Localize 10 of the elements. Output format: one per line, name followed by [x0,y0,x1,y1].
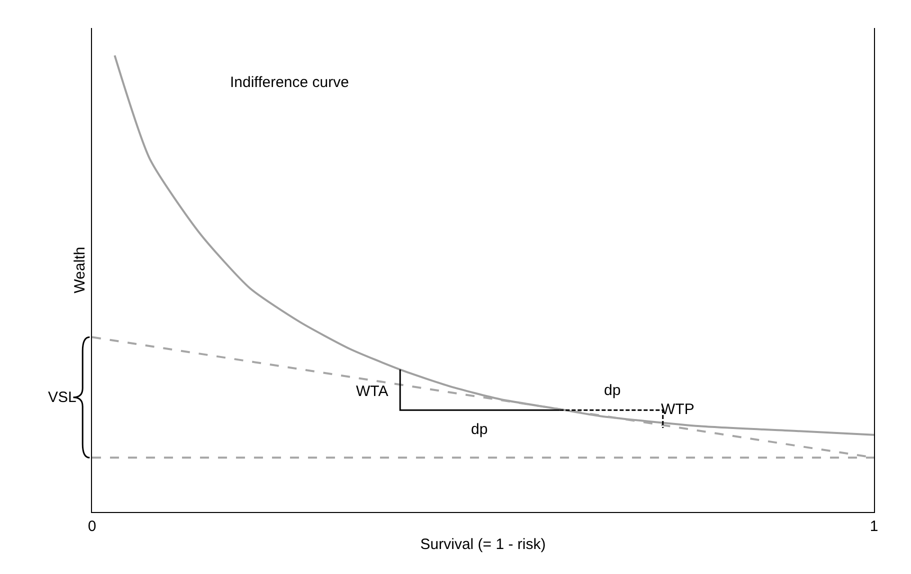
x-tick-label: 1 [870,518,878,535]
annotation: WTP [661,401,694,418]
x-tick-label: 0 [88,518,96,535]
annotation: Indifference curve [230,74,349,91]
annotation: dp [471,421,488,438]
x-axis-title: Survival (= 1 - risk) [420,536,546,553]
text: VSL [48,389,76,406]
annotation: WTA [356,383,388,400]
y-axis-title: Wealth [71,246,88,294]
annotation: dp [604,382,621,399]
